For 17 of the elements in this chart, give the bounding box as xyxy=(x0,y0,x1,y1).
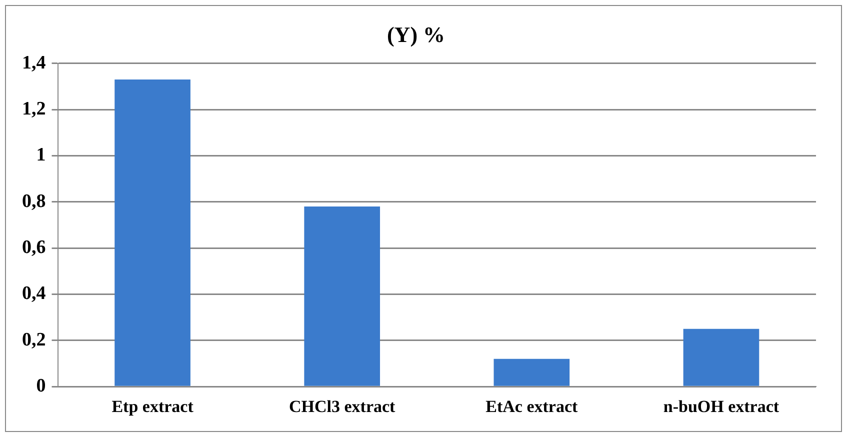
chart-title: (Y) % xyxy=(386,22,446,47)
y-tick-label: 1,2 xyxy=(22,98,46,120)
x-tick-label: EtAc extract xyxy=(486,397,578,416)
y-tick-label: 0 xyxy=(36,376,46,397)
bar xyxy=(114,80,190,386)
y-tick-label: 0,6 xyxy=(22,236,46,258)
y-tick-label: 0,8 xyxy=(22,190,46,212)
x-tick-label: Etp extract xyxy=(112,397,194,416)
y-tick-label: 0,4 xyxy=(22,283,46,304)
bar xyxy=(494,358,570,386)
x-tick-label: CHCl3 extract xyxy=(288,397,396,416)
bar xyxy=(683,328,760,386)
y-tick-label: 1,4 xyxy=(22,52,46,74)
x-tick-label: n-buOH extract xyxy=(663,397,780,416)
bar xyxy=(304,206,380,386)
y-tick-label: 1 xyxy=(36,144,46,166)
y-tick-label: 0,2 xyxy=(22,329,46,350)
